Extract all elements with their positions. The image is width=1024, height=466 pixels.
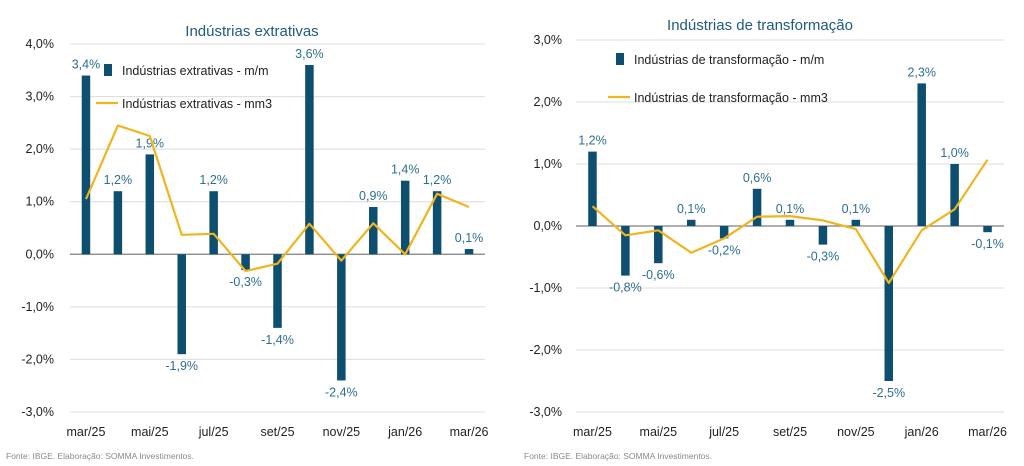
data-label: 2,3%: [907, 65, 936, 79]
x-tick-label: set/25: [260, 425, 294, 439]
bar: [432, 191, 442, 255]
bar: [818, 226, 828, 245]
bar: [752, 188, 762, 226]
y-tick-label: 2,0%: [534, 95, 563, 109]
source-note-left: Fonte: IBGE. Elaboração: SOMMA Investime…: [6, 451, 194, 461]
bar: [785, 219, 795, 226]
y-tick-label: -1,0%: [529, 281, 562, 295]
y-tick-label: 0,0%: [534, 219, 563, 233]
bar: [917, 83, 926, 227]
bar: [305, 65, 314, 255]
data-label: -2,4%: [325, 385, 358, 399]
source-note-right: Fonte: IBGE. Elaboração: SOMMA Investime…: [524, 451, 712, 461]
y-tick-label: 3,0%: [26, 90, 55, 104]
chart-industrias-de-transformacao: Indústrias de transformação -3,0% -2,0% -1,…: [529, 17, 1007, 439]
x-tick-label: mar/26: [968, 425, 1007, 439]
data-label: -0,8%: [609, 281, 642, 295]
x-tick-label: jul/25: [708, 425, 739, 439]
data-label: -0,2%: [708, 243, 741, 257]
data-label: -0,6%: [642, 268, 675, 282]
data-label: -0,3%: [807, 250, 840, 264]
x-tick-label: nov/25: [837, 425, 875, 439]
bar: [241, 254, 250, 271]
chart-title: Indústrias de transformação: [667, 17, 853, 34]
bar: [400, 180, 410, 255]
bar: [588, 151, 597, 226]
legend-label-line: Indústrias de transformação - mm3: [634, 91, 828, 105]
x-tick-label: mai/25: [640, 425, 678, 439]
y-tick-label: 4,0%: [26, 37, 55, 51]
bar: [950, 164, 959, 226]
legend-label-bar: Indústrias de transformação - m/m: [634, 53, 824, 67]
bar: [464, 249, 474, 255]
series-line: [84, 124, 470, 273]
bar: [983, 226, 992, 233]
y-tick-label: 1,0%: [26, 195, 55, 209]
bar: [621, 226, 630, 276]
data-label: 0,9%: [359, 189, 388, 203]
data-label: -0,1%: [971, 237, 1004, 251]
bar: [686, 219, 696, 226]
y-tick-label: -3,0%: [529, 405, 562, 419]
data-label: 0,6%: [743, 171, 772, 185]
data-label: 3,6%: [295, 47, 324, 61]
data-label: 1,2%: [199, 173, 228, 187]
y-tick-label: 3,0%: [534, 33, 563, 47]
data-label: 0,1%: [776, 202, 805, 216]
bar: [369, 206, 378, 255]
data-label: -1,4%: [261, 333, 294, 347]
y-tick-label: -2,0%: [529, 343, 562, 357]
series-line: [591, 159, 989, 285]
x-tick-label: jan/26: [387, 425, 422, 439]
bar: [209, 191, 218, 255]
bar: [719, 226, 729, 239]
x-tick-label: mar/25: [67, 425, 106, 439]
data-label: -0,3%: [229, 275, 262, 289]
data-label: 1,9%: [136, 136, 165, 150]
bar: [851, 219, 861, 226]
data-label: -1,9%: [165, 359, 198, 373]
bar: [273, 254, 282, 328]
y-tick-label: 2,0%: [26, 142, 55, 156]
data-label: 3,4%: [72, 58, 101, 72]
y-tick-label: 1,0%: [534, 157, 563, 171]
y-tick-label: -1,0%: [21, 300, 54, 314]
data-label: -2,5%: [872, 386, 905, 400]
bar: [884, 226, 894, 381]
x-tick-label: mai/25: [131, 425, 169, 439]
x-tick-label: jul/25: [198, 425, 229, 439]
x-tick-label: mar/26: [450, 425, 489, 439]
bar: [177, 254, 186, 355]
y-tick-label: 0,0%: [26, 247, 55, 261]
x-tick-label: nov/25: [323, 425, 361, 439]
y-tick-label: -2,0%: [21, 352, 54, 366]
data-label: 0,1%: [455, 231, 484, 245]
bar: [337, 254, 346, 381]
data-label: 0,1%: [677, 202, 706, 216]
data-label: 1,2%: [104, 173, 133, 187]
data-label: 1,2%: [423, 173, 452, 187]
x-tick-label: set/25: [773, 425, 807, 439]
data-label: 1,0%: [940, 146, 969, 160]
data-label: 1,4%: [391, 163, 420, 177]
bar: [113, 191, 123, 255]
y-tick-label: -3,0%: [21, 405, 54, 419]
bar: [145, 154, 155, 255]
data-label: 1,2%: [578, 134, 607, 148]
legend-label-line: Indústrias extrativas - mm3: [122, 97, 272, 111]
legend-label-bar: Indústrias extrativas - m/m: [122, 64, 269, 78]
chart-title: Indústrias extrativas: [185, 23, 318, 40]
bar: [81, 75, 91, 255]
legend-swatch-bar: [104, 64, 112, 76]
x-tick-label: mar/25: [573, 425, 612, 439]
bar: [654, 226, 663, 264]
data-label: 0,1%: [842, 202, 871, 216]
x-tick-label: jan/26: [904, 425, 939, 439]
chart-industrias-extrativas: Indústrias extrativas -3,0% -2,0% -1,0% 0,0%…: [21, 23, 488, 439]
legend-swatch-bar: [616, 53, 624, 65]
